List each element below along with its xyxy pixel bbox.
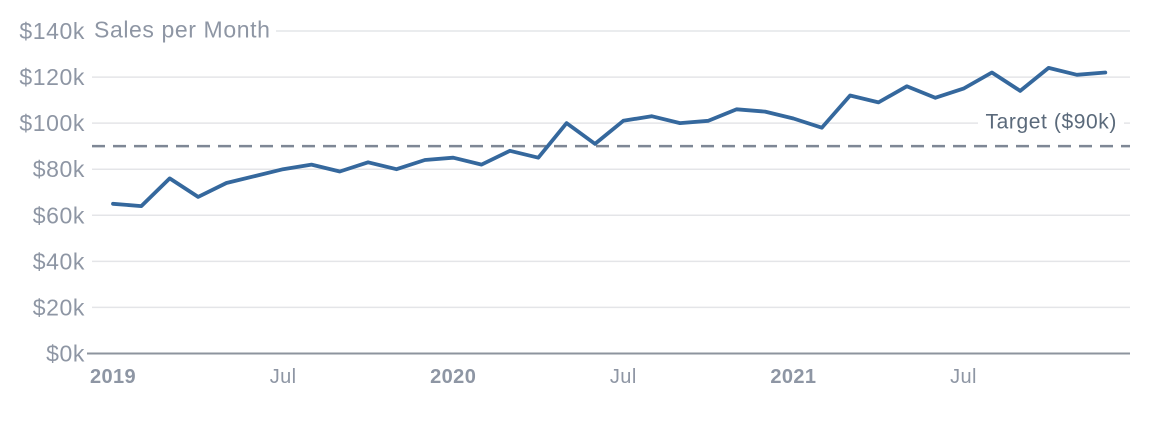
x-axis-tick-label: Jul bbox=[610, 366, 637, 388]
y-axis-tick-label: $60k bbox=[33, 202, 85, 228]
x-axis-tick-label: 2021 bbox=[770, 366, 816, 388]
y-axis-tick-label: $140k bbox=[19, 18, 85, 44]
y-axis-tick-label: $0k bbox=[46, 341, 85, 367]
x-axis-tick-label: 2020 bbox=[430, 366, 476, 388]
y-axis-tick-label: $80k bbox=[33, 156, 85, 182]
x-axis-tick-label: Jul bbox=[270, 366, 297, 388]
sales-line bbox=[111, 66, 1108, 209]
y-axis-tick-label: $40k bbox=[33, 248, 85, 274]
target-line-label: Target ($90k) bbox=[978, 109, 1124, 135]
x-axis-tick-label: 2019 bbox=[90, 366, 136, 388]
chart-title: Sales per Month bbox=[88, 16, 277, 44]
y-axis-tick-label: $120k bbox=[19, 64, 85, 90]
y-axis-tick-label: $100k bbox=[19, 110, 85, 136]
y-axis-tick-label: $20k bbox=[33, 294, 85, 320]
x-axis-tick-label: Jul bbox=[950, 366, 977, 388]
